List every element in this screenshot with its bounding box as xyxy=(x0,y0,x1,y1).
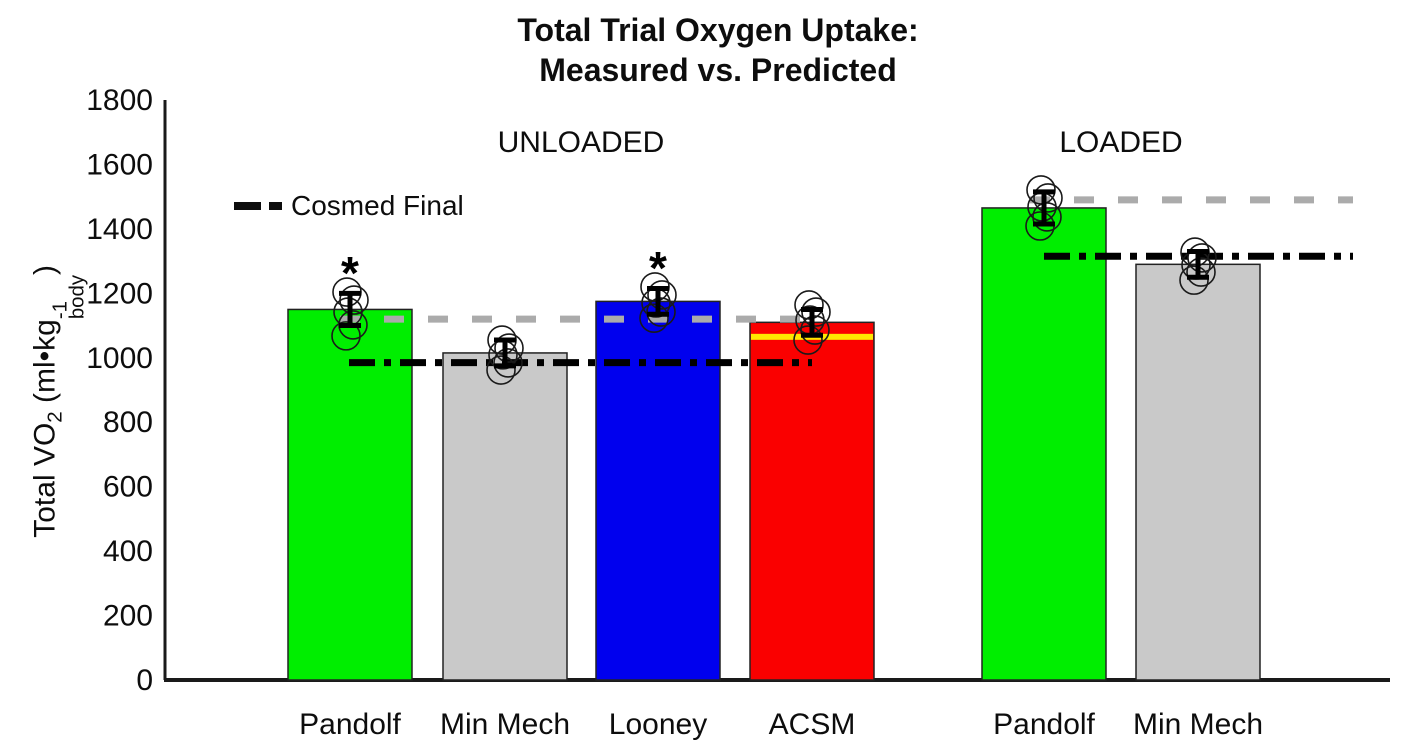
y-axis-label-sub2: body xyxy=(67,274,89,320)
bar xyxy=(287,308,413,681)
y-tick-label: 200 xyxy=(103,600,153,633)
x-category-label: ACSM xyxy=(769,708,856,741)
data-point-circle xyxy=(800,315,830,345)
y-tick-label: 800 xyxy=(103,406,153,439)
data-point-circle xyxy=(1179,265,1209,295)
data-point-circle xyxy=(494,333,524,363)
bar xyxy=(442,352,568,681)
data-point-circle xyxy=(1187,243,1217,273)
bar xyxy=(1135,263,1261,681)
data-point-circle xyxy=(1033,183,1063,213)
legend-label: Cosmed Final xyxy=(291,190,464,221)
x-category-label: Looney xyxy=(609,708,707,741)
legend: Cosmed Final xyxy=(234,190,464,222)
y-axis-label-exponent-stack: -1 body xyxy=(50,274,89,320)
data-point-circle xyxy=(331,321,361,351)
x-category-label: Min Mech xyxy=(1133,708,1263,741)
y-tick-label: 1600 xyxy=(86,148,153,181)
y-tick-label: 400 xyxy=(103,535,153,568)
data-point-circle xyxy=(639,303,669,333)
dash-dot-line-icon xyxy=(234,202,282,210)
y-axis-label: Total VO2 (ml•kg -1 body) xyxy=(28,201,89,601)
y-axis-label-sub: 2 xyxy=(44,411,67,423)
data-point-circle xyxy=(486,355,516,385)
y-tick-label: 600 xyxy=(103,471,153,504)
bar xyxy=(595,300,721,681)
data-point-circle xyxy=(801,297,831,327)
chart-title-line2: Measured vs. Predicted xyxy=(539,52,897,88)
y-tick-label: 1400 xyxy=(86,213,153,246)
group-label: UNLOADED xyxy=(498,126,665,159)
x-category-label: Pandolf xyxy=(993,708,1095,741)
chart-title: Total Trial Oxygen Uptake: Measured vs. … xyxy=(18,10,1408,90)
bar xyxy=(749,321,875,681)
data-point-circle xyxy=(493,348,523,378)
significance-asterisk: * xyxy=(341,247,359,299)
data-point-circle xyxy=(1032,202,1062,232)
y-tick-label: 1800 xyxy=(86,84,153,117)
chart-title-line1: Total Trial Oxygen Uptake: xyxy=(517,12,919,48)
y-tick-label: 1200 xyxy=(86,277,153,310)
data-point-circle xyxy=(647,280,677,310)
y-axis-label-text: Total VO xyxy=(28,422,62,538)
y-axis-label-units: (ml•kg xyxy=(28,319,62,412)
data-point-circle xyxy=(793,325,823,355)
y-tick-label: 0 xyxy=(136,664,153,697)
x-category-label: Min Mech xyxy=(440,708,570,741)
y-axis-label-close: ) xyxy=(28,264,62,275)
data-point-circle xyxy=(794,290,824,320)
bar xyxy=(981,207,1107,681)
group-label: LOADED xyxy=(1059,126,1182,159)
x-category-label: Pandolf xyxy=(299,708,401,741)
data-point-circle xyxy=(1186,257,1216,287)
significance-asterisk: * xyxy=(649,242,667,294)
y-tick-label: 1000 xyxy=(86,342,153,375)
